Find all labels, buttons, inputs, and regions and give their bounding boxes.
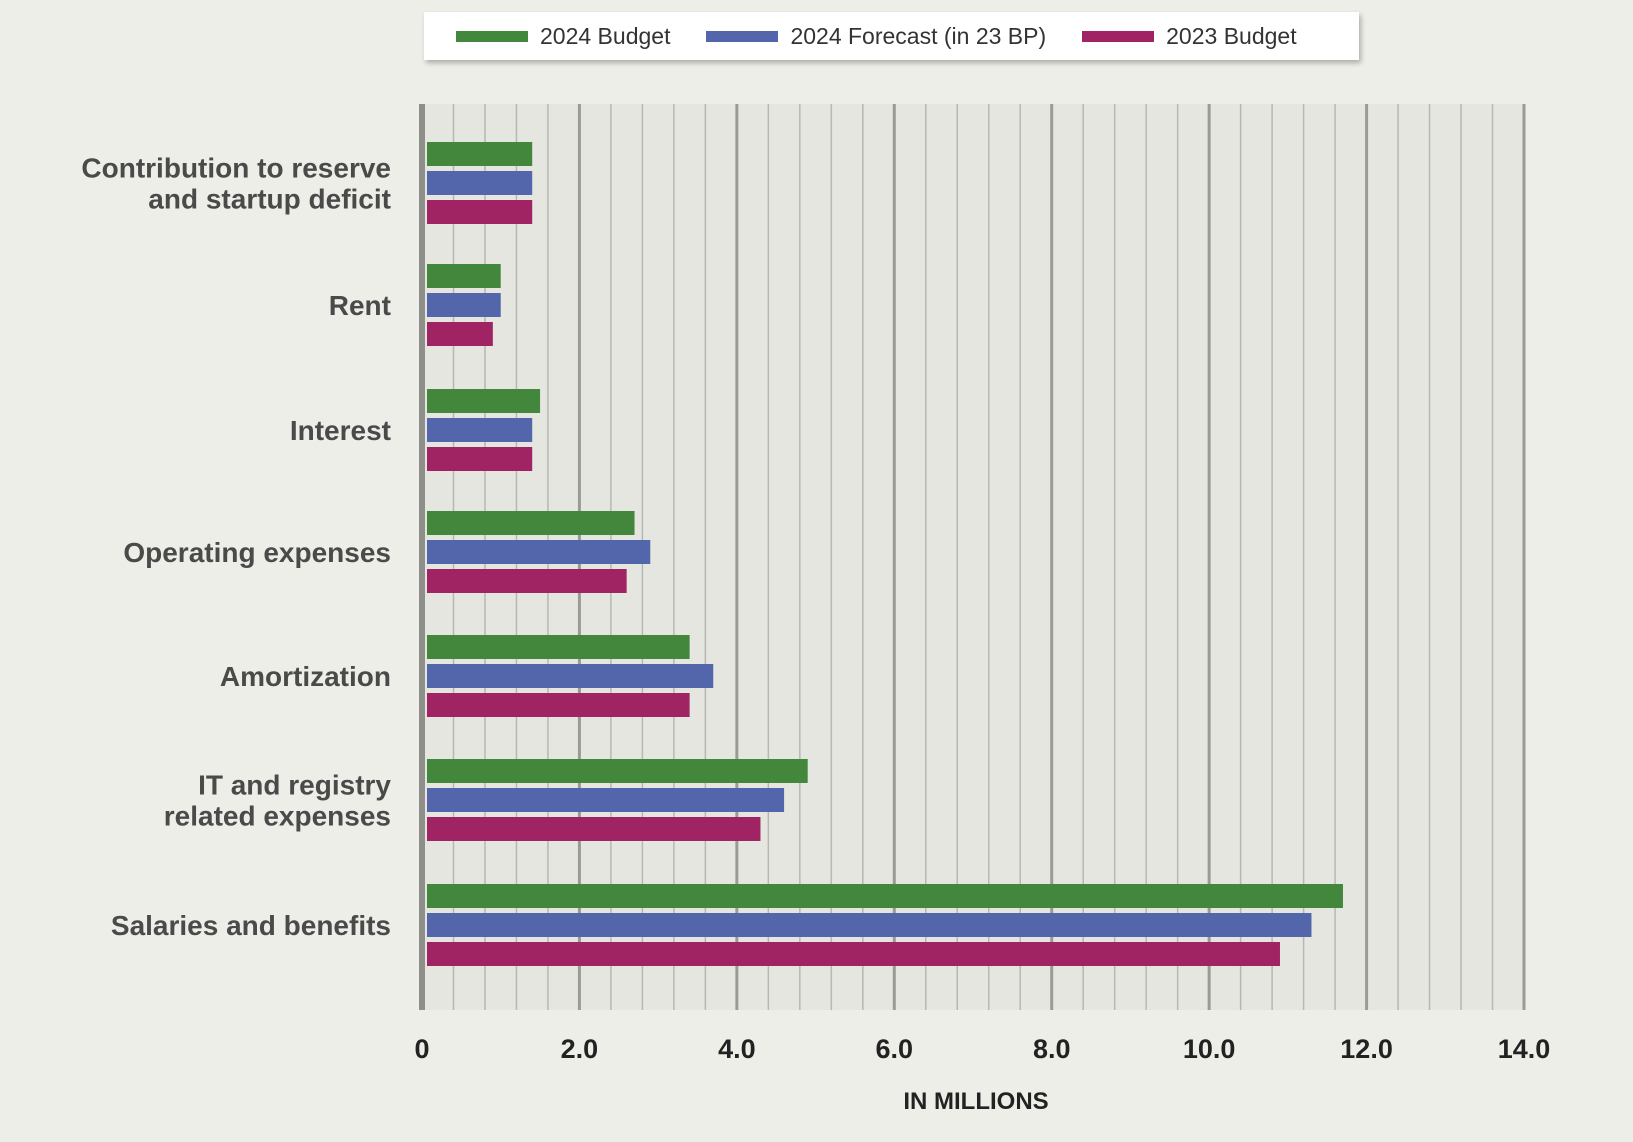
bar <box>427 389 541 413</box>
bar <box>427 817 761 841</box>
bar <box>427 913 1312 937</box>
bar <box>427 942 1280 966</box>
legend-label-2024-budget: 2024 Budget <box>540 22 671 49</box>
category-label: Amortization <box>220 661 391 692</box>
bar <box>427 264 501 288</box>
category-label: IT and registry <box>198 770 391 801</box>
x-tick-label: 6.0 <box>876 1034 914 1064</box>
bar <box>427 418 533 442</box>
bar <box>427 322 493 346</box>
category-label: Operating expenses <box>123 537 391 568</box>
x-tick-label: 4.0 <box>718 1034 756 1064</box>
legend-swatch-2024-budget <box>456 30 528 42</box>
category-label: Contribution to reserve <box>81 153 391 184</box>
x-tick-label: 2.0 <box>561 1034 599 1064</box>
category-label: Rent <box>329 290 391 321</box>
bar <box>427 293 501 317</box>
legend: 2024 Budget 2024 Forecast (in 23 BP) 202… <box>424 12 1359 60</box>
bars-group <box>427 142 1343 966</box>
legend-label-2024-forecast: 2024 Forecast (in 23 BP) <box>790 22 1047 49</box>
x-tick-label: 12.0 <box>1340 1034 1393 1064</box>
bar <box>427 635 690 659</box>
bar <box>427 540 651 564</box>
x-axis-title: IN MILLIONS <box>903 1088 1048 1115</box>
x-tick-label: 8.0 <box>1033 1034 1071 1064</box>
category-label: Salaries and benefits <box>111 910 391 941</box>
x-tick-label: 10.0 <box>1183 1034 1236 1064</box>
category-label: and startup deficit <box>148 184 391 215</box>
bar <box>427 788 785 812</box>
x-axis-tick-labels: 0 2.0 4.0 6.0 8.0 10.0 12.0 14.0 <box>414 1034 1550 1064</box>
x-tick-label: 0 <box>414 1034 429 1064</box>
bar <box>427 884 1343 908</box>
legend-item-2024-forecast: 2024 Forecast (in 23 BP) <box>706 23 1046 50</box>
x-tick-label: 14.0 <box>1498 1034 1551 1064</box>
legend-item-2023-budget: 2023 Budget <box>1082 22 1297 50</box>
bar <box>427 511 635 535</box>
bar <box>427 693 690 717</box>
legend-swatch-2024-forecast <box>706 30 779 42</box>
bar <box>427 447 533 471</box>
bar <box>427 171 533 195</box>
bar <box>427 759 808 783</box>
legend-label-2023-budget: 2023 Budget <box>1166 22 1297 49</box>
bar <box>427 200 533 224</box>
category-label: related expenses <box>164 801 391 832</box>
category-label: Interest <box>290 415 391 446</box>
bar <box>427 142 533 166</box>
legend-swatch-2023-budget <box>1082 30 1155 42</box>
bar <box>427 569 627 593</box>
legend-item-2024-budget: 2024 Budget <box>456 23 670 50</box>
bar <box>427 664 714 688</box>
